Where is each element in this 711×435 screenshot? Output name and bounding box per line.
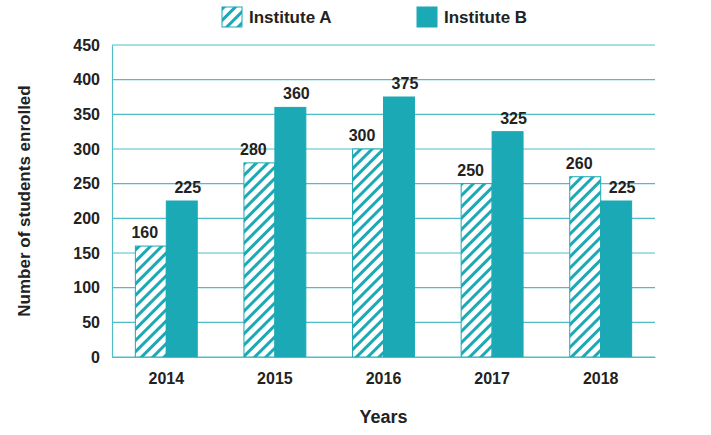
x-tick: 2018 bbox=[583, 357, 619, 387]
x-tick: 2015 bbox=[257, 357, 293, 387]
data-labels: 160 280 300 250 260 225 360 375 325 225 bbox=[131, 75, 635, 241]
y-tick: 400 bbox=[73, 71, 112, 88]
y-tick: 250 bbox=[73, 175, 112, 192]
data-label: 160 bbox=[131, 224, 158, 241]
legend-swatch bbox=[222, 7, 242, 27]
bar-series bbox=[166, 97, 631, 357]
y-tick-label: 350 bbox=[73, 106, 100, 123]
y-tick-label: 250 bbox=[73, 175, 100, 192]
grid-line bbox=[112, 79, 655, 80]
bar bbox=[601, 201, 632, 357]
data-label: 300 bbox=[349, 127, 376, 144]
bar-series bbox=[135, 149, 600, 357]
y-tick: 100 bbox=[73, 279, 112, 296]
y-tick-label: 100 bbox=[73, 279, 100, 296]
bar bbox=[275, 107, 306, 357]
bar bbox=[244, 163, 275, 357]
bar bbox=[135, 246, 166, 357]
y-tick-label: 200 bbox=[73, 210, 100, 227]
x-tick: 2017 bbox=[474, 357, 510, 387]
y-tick: 300 bbox=[73, 141, 112, 158]
bar bbox=[461, 184, 492, 357]
y-axis-line bbox=[112, 46, 113, 358]
bar bbox=[166, 201, 197, 357]
legend-item: Institute A bbox=[222, 7, 331, 27]
data-label: 225 bbox=[609, 179, 636, 196]
x-tick-label: 2016 bbox=[366, 370, 402, 387]
plot: 0501001502002503003504004502014201520162… bbox=[73, 37, 655, 388]
y-tick-label: 0 bbox=[91, 349, 100, 366]
grid bbox=[112, 45, 655, 357]
x-axis-line bbox=[113, 357, 656, 358]
y-tick: 150 bbox=[73, 245, 112, 262]
data-label: 360 bbox=[283, 85, 310, 102]
x-tick-label: 2014 bbox=[149, 370, 185, 387]
x-tick-label: 2015 bbox=[257, 370, 293, 387]
chart: 0501001502002503003504004502014201520162… bbox=[0, 0, 711, 435]
y-tick-label: 300 bbox=[73, 141, 100, 158]
y-axis-title: Number of students enrolled bbox=[15, 85, 34, 316]
data-label: 280 bbox=[240, 141, 267, 158]
y-tick: 450 bbox=[73, 37, 112, 54]
legend-swatch bbox=[417, 7, 437, 27]
x-axis-title: Years bbox=[359, 407, 407, 427]
y-tick-label: 450 bbox=[73, 37, 100, 54]
bar bbox=[570, 177, 601, 357]
grid-line bbox=[112, 44, 655, 45]
bar bbox=[353, 149, 384, 357]
x-tick-label: 2018 bbox=[583, 370, 619, 387]
x-tick: 2016 bbox=[366, 357, 402, 387]
legend-item: Institute B bbox=[417, 7, 527, 27]
x-axis: 2014 2015 2016 2017 2018 bbox=[113, 357, 656, 387]
y-tick: 200 bbox=[73, 210, 112, 227]
legend: Institute A Institute B bbox=[222, 7, 527, 27]
x-tick-label: 2017 bbox=[474, 370, 510, 387]
data-label: 225 bbox=[174, 179, 201, 196]
y-tick-label: 150 bbox=[73, 245, 100, 262]
legend-label: Institute A bbox=[249, 8, 331, 27]
x-tick: 2014 bbox=[149, 357, 185, 387]
y-axis: 0 50 100 150 200 250 300 350 400 450 bbox=[73, 37, 112, 366]
bar bbox=[384, 97, 415, 357]
bar bbox=[492, 132, 523, 357]
data-label: 375 bbox=[392, 75, 419, 92]
bars bbox=[135, 97, 631, 357]
y-tick: 350 bbox=[73, 106, 112, 123]
data-label: 260 bbox=[566, 155, 593, 172]
legend-label: Institute B bbox=[444, 8, 527, 27]
y-tick-label: 50 bbox=[82, 314, 100, 331]
y-tick-label: 400 bbox=[73, 71, 100, 88]
data-label: 325 bbox=[500, 110, 527, 127]
y-tick: 50 bbox=[82, 314, 112, 331]
data-label: 250 bbox=[457, 162, 484, 179]
y-tick: 0 bbox=[91, 349, 112, 366]
